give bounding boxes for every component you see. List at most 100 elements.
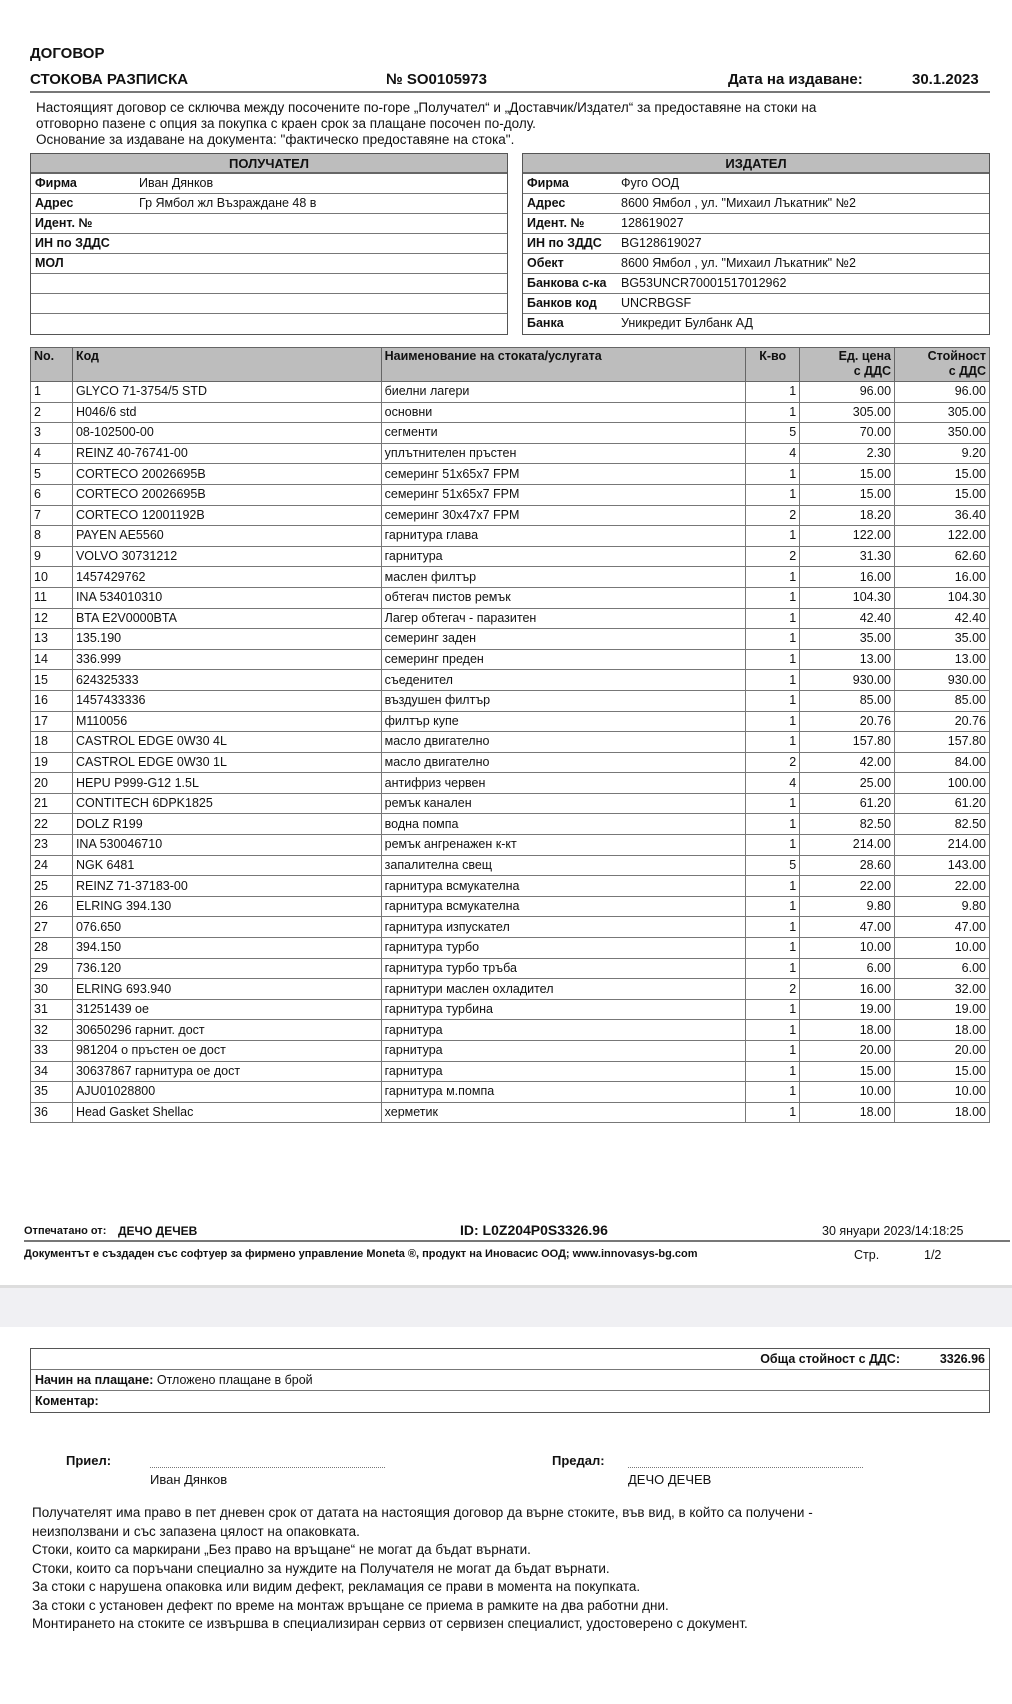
table-row: 34 30637867 гарнитура oe дост гарнитура 1 15… xyxy=(30,1060,990,1083)
recipient-field-label: ИН по ЗДДС xyxy=(35,236,110,250)
divider xyxy=(30,91,990,93)
table-cell: 28 xyxy=(30,937,73,959)
table-cell: 1 xyxy=(745,669,801,691)
table-row: 10 1457429762 маслен филтър 1 16.00 16.00 xyxy=(30,566,990,588)
table-cell: 8 xyxy=(30,525,73,547)
table-cell: 2 xyxy=(30,401,73,424)
table-cell: 305.00 xyxy=(894,401,990,424)
table-cell: 20.76 xyxy=(799,710,896,733)
table-cell: Head Gasket Shellac xyxy=(71,1101,382,1124)
issuer-row: Банка Уникредит Булбанк АД xyxy=(523,314,989,334)
table-cell: запалителна свещ xyxy=(380,854,747,877)
issuer-row: Идент. № 128619027 xyxy=(523,214,989,234)
issuer-row: Фирма Фуго ООД xyxy=(523,174,989,194)
issuer-field-value: 128619027 xyxy=(621,216,684,230)
table-cell: 20.00 xyxy=(799,1040,896,1062)
column-header: No. xyxy=(30,347,73,382)
recipient-field-label: Адрес xyxy=(35,196,74,210)
table-cell: 82.50 xyxy=(894,813,990,836)
handed-signature-line xyxy=(628,1458,863,1468)
recipient-field-label: Идент. № xyxy=(35,216,93,230)
issuer-title: ИЗДАТЕЛ xyxy=(523,154,989,174)
table-cell: 11 xyxy=(30,586,73,609)
table-row: 28 394.150 гарнитура турбо 1 10.00 10.00 xyxy=(30,937,990,959)
table-cell: 85.00 xyxy=(799,689,896,712)
table-cell: 10.00 xyxy=(894,937,990,959)
table-cell: 2 xyxy=(745,978,801,1000)
table-cell: 12 xyxy=(30,607,73,630)
table-cell: 18.00 xyxy=(799,1101,896,1124)
recipient-title: ПОЛУЧАТЕЛ xyxy=(31,154,507,174)
table-cell: масло двигателно xyxy=(380,731,747,753)
total-row: Обща стойност с ДДС: 3326.96 xyxy=(31,1349,989,1370)
table-row: 24 NGK 6481 запалителна свещ 5 28.60 143.00 xyxy=(30,854,990,877)
table-cell: 1 xyxy=(745,895,801,918)
table-cell: 1 xyxy=(745,834,801,856)
table-cell: VOLVO 30731212 xyxy=(71,545,382,568)
table-cell: 104.30 xyxy=(799,586,896,609)
table-cell: DOLZ R199 xyxy=(71,813,382,836)
table-row: 18 CASTROL EDGE 0W30 4L масло двигателно 1 1… xyxy=(30,731,990,753)
table-cell: 4 xyxy=(745,442,801,465)
handed-label: Предал: xyxy=(552,1453,605,1468)
comment-row: Коментар: xyxy=(31,1391,989,1412)
table-cell: 143.00 xyxy=(894,854,990,877)
table-cell: 1 xyxy=(745,998,801,1021)
table-cell: H046/6 std xyxy=(71,401,382,424)
terms-line: За стоки с установен дефект по време на … xyxy=(32,1597,669,1613)
table-cell: BTA E2V0000BTA xyxy=(71,607,382,630)
table-cell: 7 xyxy=(30,504,73,527)
table-cell: водна помпа xyxy=(380,813,747,836)
table-cell: 22.00 xyxy=(894,875,990,897)
table-cell: 1 xyxy=(745,586,801,609)
table-cell: 5 xyxy=(745,854,801,877)
issuer-field-value: 8600 Ямбол , ул. "Михаил Лъкатник" №2 xyxy=(621,256,856,270)
terms-line: Стоки, които са поръчани специално за ну… xyxy=(32,1560,610,1576)
table-cell: 15.00 xyxy=(894,483,990,506)
table-row: 1 GLYCO 71-3754/5 STD биелни лагери 1 96.00 9… xyxy=(30,381,990,403)
table-cell: семеринг 51х65х7 FPM xyxy=(380,483,747,506)
table-cell: 47.00 xyxy=(894,916,990,939)
table-cell: M110056 xyxy=(71,710,382,733)
recipient-row: Фирма Иван Дянков xyxy=(31,174,507,194)
table-cell: 214.00 xyxy=(894,834,990,856)
table-row: 3 08-102500-00 сегменти 5 70.00 350.00 xyxy=(30,422,990,444)
table-cell: ELRING 394.130 xyxy=(71,895,382,918)
table-cell: 1 xyxy=(745,381,801,403)
table-cell: гарнитура турбо тръба xyxy=(380,957,747,980)
table-cell: 26 xyxy=(30,895,73,918)
table-cell: 18.00 xyxy=(894,1019,990,1041)
issuer-field-value: BG128619027 xyxy=(621,236,702,250)
table-cell: 1 xyxy=(745,1060,801,1083)
table-cell: гарнитура всмукателна xyxy=(380,895,747,918)
table-row: 32 30650296 гарнит. дост гарнитура 1 18.00 18… xyxy=(30,1019,990,1041)
table-cell: семеринг 30х47х7 FPM xyxy=(380,504,747,527)
issuer-field-value: 8600 Ямбол , ул. "Михаил Лъкатник" №2 xyxy=(621,196,856,210)
table-cell: 23 xyxy=(30,834,73,856)
document-subtitle: СТОКОВА РАЗПИСКА xyxy=(30,71,189,88)
issue-date: 30.1.2023 xyxy=(912,71,979,88)
table-row: 17 M110056 филтър купе 1 20.76 20.76 xyxy=(30,710,990,733)
table-cell: 22 xyxy=(30,813,73,836)
document-title: ДОГОВОР xyxy=(30,45,105,62)
received-name: Иван Дянков xyxy=(150,1472,228,1487)
column-header: Наименование на стоката/услугата xyxy=(380,347,747,382)
table-row: 12 BTA E2V0000BTA Лагер обтегач - паразите… xyxy=(30,607,990,630)
table-cell: 9.80 xyxy=(799,895,896,918)
table-cell: 1 xyxy=(745,1040,801,1062)
table-cell: 24 xyxy=(30,854,73,877)
print-timestamp: 30 януари 2023/14:18:25 xyxy=(822,1224,964,1238)
recipient-box: ПОЛУЧАТЕЛ Фирма Иван Дянков Адрес Гр Ямбол ж… xyxy=(30,153,508,335)
table-cell: 13.00 xyxy=(894,648,990,671)
issuer-field-label: Идент. № xyxy=(527,216,585,230)
printed-by-label: Отпечатано от: xyxy=(24,1225,107,1237)
table-cell: 1 xyxy=(745,710,801,733)
table-cell: 20 xyxy=(30,772,73,794)
table-cell: масло двигателно xyxy=(380,751,747,774)
table-cell: 736.120 xyxy=(71,957,382,980)
recipient-row: Адрес Гр Ямбол жл Възраждане 48 в xyxy=(31,194,507,214)
table-cell: 30637867 гарнитура oe дост xyxy=(71,1060,382,1083)
table-cell: 5 xyxy=(30,463,73,485)
table-row: 6 CORTECO 20026695B семеринг 51х65х7 FPM 1 1… xyxy=(30,483,990,506)
table-cell: 1 xyxy=(745,792,801,815)
